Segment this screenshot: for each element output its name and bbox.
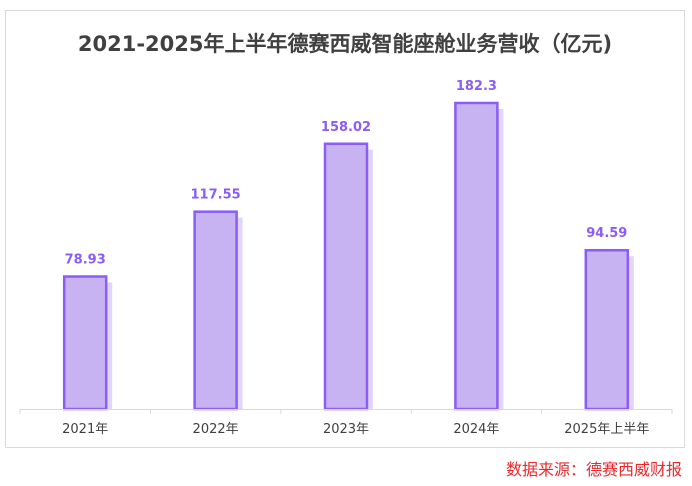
bars-layer bbox=[62, 101, 634, 411]
bar bbox=[584, 248, 630, 411]
x-tick-label: 2022年 bbox=[193, 422, 239, 437]
x-tick-label: 2024年 bbox=[453, 422, 499, 437]
labels-layer: 78.93 2021年 117.55 2022年 158.02 2023年 182.3 202… bbox=[62, 79, 649, 437]
ticks-layer bbox=[19, 409, 673, 414]
x-tick-label: 2023年 bbox=[323, 422, 369, 437]
bar bbox=[193, 210, 238, 411]
source-note: 数据来源：德赛西威财报 bbox=[505, 460, 682, 479]
x-tick-label: 2025年上半年 bbox=[564, 422, 649, 437]
data-label: 158.02 bbox=[321, 120, 371, 135]
bar bbox=[454, 101, 499, 411]
data-label: 78.93 bbox=[65, 253, 106, 268]
chart-title: 2021-2025年上半年德赛西威智能座舱业务营收（亿元) bbox=[77, 32, 613, 56]
bar bbox=[62, 275, 108, 411]
data-label: 94.59 bbox=[586, 226, 627, 241]
data-label: 182.3 bbox=[456, 79, 497, 94]
bar bbox=[323, 142, 369, 411]
x-tick-label: 2021年 bbox=[62, 422, 108, 437]
data-label: 117.55 bbox=[191, 188, 241, 203]
